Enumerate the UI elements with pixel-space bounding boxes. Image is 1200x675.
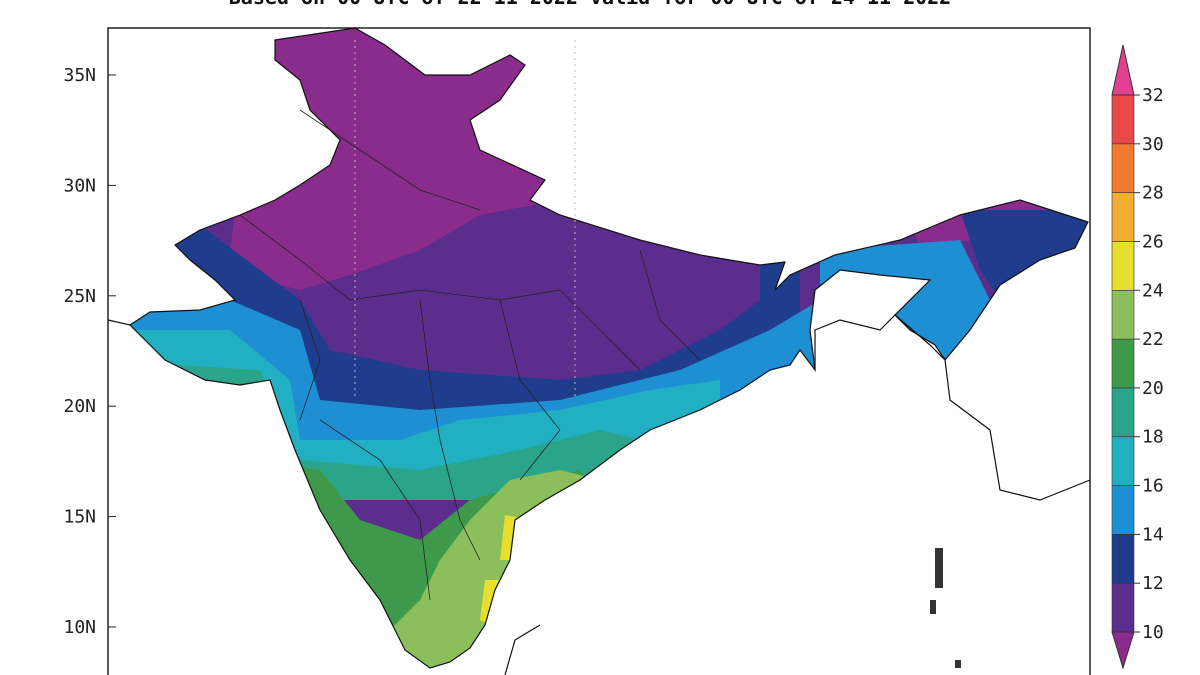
- latitude-label: 30N: [63, 175, 96, 196]
- colorbar-segment: [1111, 338, 1135, 389]
- colorbar-label: 28: [1142, 183, 1164, 204]
- latitude-labels: 35N 30N 25N 20N 15N 10N: [63, 65, 116, 638]
- temperature-zone: [960, 210, 1088, 300]
- latitude-label: 25N: [63, 286, 96, 307]
- temperature-field: [130, 28, 1088, 668]
- colorbar-segment: [1111, 485, 1135, 535]
- colorbar-label: 12: [1142, 573, 1164, 594]
- colorbar-over: [1111, 44, 1135, 96]
- latitude-label: 35N: [63, 65, 96, 86]
- colorbar-label: 16: [1142, 476, 1164, 497]
- colorbar: 10 12 14 16 18 20 22 24 26 28 30 32: [1111, 44, 1164, 670]
- colorbar-segment: [1111, 582, 1135, 633]
- latitude-label: 10N: [63, 617, 96, 638]
- colorbar-label: 24: [1142, 280, 1164, 301]
- colorbar-segment: [1111, 534, 1135, 584]
- colorbar-label: 22: [1142, 329, 1164, 350]
- colorbar-label: 30: [1142, 134, 1164, 155]
- latitude-label: 15N: [63, 507, 96, 528]
- colorbar-segment: [1111, 289, 1135, 340]
- islands: [930, 548, 961, 668]
- colorbar-segment: [1111, 94, 1135, 145]
- temperature-zone: [230, 28, 560, 290]
- colorbar-label: 14: [1142, 524, 1164, 545]
- colorbar-segment: [1111, 436, 1135, 486]
- colorbar-label: 10: [1142, 622, 1164, 643]
- temperature-zone: [820, 240, 990, 360]
- map-frame: [107, 27, 1091, 675]
- colorbar-segment: [1111, 241, 1135, 291]
- colorbar-label: 18: [1142, 427, 1164, 448]
- grid: [354, 40, 576, 400]
- latitude-label: 20N: [63, 396, 96, 417]
- neighbour-borders: [107, 314, 1091, 675]
- colorbar-under: [1111, 631, 1135, 670]
- state-boundaries: [239, 109, 701, 601]
- colorbar-label: 32: [1142, 85, 1164, 106]
- colorbar-segment: [1111, 192, 1135, 242]
- colorbar-label: 26: [1142, 231, 1164, 252]
- colorbar-segment: [1111, 143, 1135, 193]
- colorbar-segment: [1111, 387, 1135, 438]
- colorbar-label: 20: [1142, 378, 1164, 399]
